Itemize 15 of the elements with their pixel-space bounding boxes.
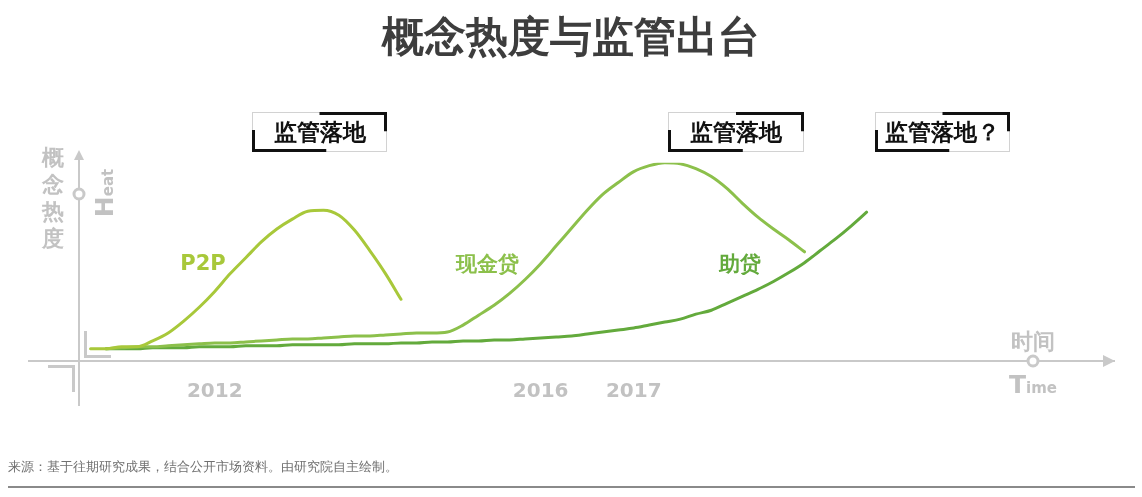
- source-note: 来源：基于往期研究成果，结合公开市场资料。由研究院自主绘制。: [8, 459, 398, 475]
- series-label: P2P: [180, 251, 226, 275]
- text: 监管落地: [273, 117, 366, 147]
- text: 监管落地？: [885, 117, 1000, 147]
- text: 监管落地: [690, 117, 782, 147]
- x-axis-title: 时间: [1011, 328, 1055, 356]
- x-tick-label: 2012: [186, 377, 243, 402]
- chart-title: 概念热度与监管出台: [382, 11, 760, 63]
- text: Time: [1008, 369, 1058, 399]
- x-tick-label: 2017: [605, 377, 662, 402]
- annotation: Heat: [89, 168, 119, 218]
- x-tick-label: 2016: [512, 377, 569, 402]
- series-label: 助贷: [719, 251, 761, 278]
- series-label: 现金贷: [455, 251, 519, 278]
- y-axis-title: 概念热度: [41, 144, 64, 252]
